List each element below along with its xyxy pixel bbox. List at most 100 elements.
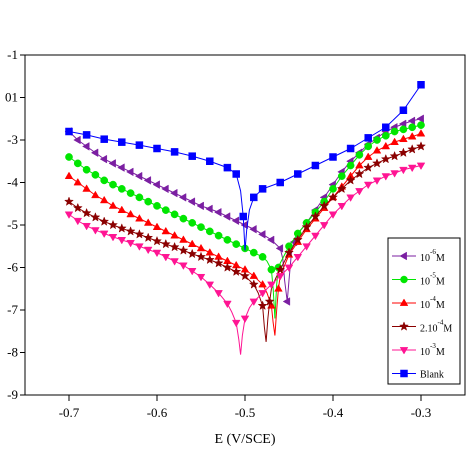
data-point <box>152 222 162 230</box>
data-point <box>91 190 100 199</box>
data-point <box>415 141 427 151</box>
data-point <box>134 171 143 181</box>
data-point <box>355 160 364 169</box>
data-point <box>222 212 231 221</box>
legend-label-exponent: -4 <box>438 319 444 327</box>
data-point <box>65 127 73 136</box>
data-point <box>407 116 416 126</box>
data-point <box>329 153 337 161</box>
data-point <box>311 161 320 170</box>
data-point <box>100 176 109 185</box>
legend-label-unit: M <box>443 324 452 335</box>
data-point <box>231 216 240 226</box>
data-point <box>249 298 259 307</box>
y-tick-label: -5 <box>7 217 18 232</box>
data-point <box>161 254 171 262</box>
legend-label-exponent: -4 <box>430 295 436 303</box>
series-line <box>68 84 422 251</box>
data-point <box>214 207 222 217</box>
data-point <box>196 201 204 211</box>
data-point <box>293 254 303 262</box>
y-tick-label: -4 <box>7 175 18 190</box>
data-point <box>239 212 247 221</box>
legend-label-exponent: -6 <box>430 248 436 256</box>
data-point <box>399 125 408 134</box>
y-tick-label: -3 <box>7 132 18 147</box>
data-point <box>337 203 347 211</box>
data-point <box>284 264 294 273</box>
data-point <box>107 219 119 230</box>
data-point <box>153 202 161 210</box>
data-point <box>398 147 409 158</box>
legend-label: 10-4M <box>420 295 445 311</box>
x-tick-label: -0.7 <box>59 405 80 420</box>
data-point <box>82 142 90 151</box>
legend-label: 10-6M <box>420 248 445 264</box>
data-point <box>126 189 135 197</box>
data-point <box>143 246 153 255</box>
data-point <box>206 157 214 165</box>
data-point <box>310 211 321 221</box>
data-point <box>213 257 224 268</box>
data-point <box>249 248 258 257</box>
data-point <box>319 200 330 211</box>
data-point <box>187 197 196 206</box>
series-3 <box>64 129 426 336</box>
data-point <box>116 223 127 233</box>
data-point <box>143 232 154 243</box>
y-tick-label: -6 <box>7 260 18 275</box>
data-point <box>275 273 285 281</box>
series-5 <box>64 162 426 355</box>
data-point <box>126 209 135 218</box>
data-point <box>117 163 125 172</box>
data-point <box>82 222 91 231</box>
data-point <box>399 166 408 175</box>
data-point <box>100 135 108 143</box>
y-tick-label: -8 <box>7 345 18 360</box>
data-point <box>160 238 171 249</box>
data-point <box>135 214 144 222</box>
data-point <box>205 281 215 290</box>
legend-marker <box>398 321 410 331</box>
data-point <box>232 170 240 178</box>
data-point <box>223 236 232 244</box>
data-point <box>390 127 399 136</box>
data-point <box>170 258 179 266</box>
legend-label-base: 10 <box>420 300 430 311</box>
legend-label-base: 10 <box>420 277 430 288</box>
data-point <box>264 296 275 306</box>
data-point <box>153 144 161 153</box>
data-point <box>81 207 92 218</box>
legend-item: 10-6M <box>392 248 445 264</box>
data-point <box>187 248 198 259</box>
data-point <box>223 163 232 172</box>
data-point <box>178 193 187 202</box>
data-point <box>381 141 391 150</box>
data-point <box>416 162 426 171</box>
data-point <box>373 136 381 144</box>
data-point <box>258 185 267 193</box>
data-point <box>204 254 215 265</box>
y-tick-label: -1 <box>7 47 18 62</box>
data-point <box>257 300 268 311</box>
data-point <box>232 240 241 248</box>
axes: -0.7 -0.6 -0.5 -0.4 -0.3 -9 -8 -7 -6 -5 -4 -3 01 -1 <box>5 47 431 420</box>
data-point <box>283 247 295 257</box>
data-point <box>380 153 391 164</box>
data-point <box>65 153 73 161</box>
legend-label-base: 10 <box>420 347 430 358</box>
data-point <box>178 245 189 255</box>
data-point <box>248 279 259 289</box>
data-point <box>82 184 91 192</box>
data-point <box>82 131 91 139</box>
data-point <box>363 152 373 160</box>
data-point <box>274 284 283 292</box>
data-point <box>117 237 127 245</box>
data-point <box>90 148 99 158</box>
data-point <box>346 194 355 202</box>
data-point <box>381 173 391 181</box>
data-point <box>197 223 205 231</box>
data-point <box>169 241 180 252</box>
data-point <box>282 297 291 306</box>
legend-item: 10-3M <box>392 342 445 358</box>
